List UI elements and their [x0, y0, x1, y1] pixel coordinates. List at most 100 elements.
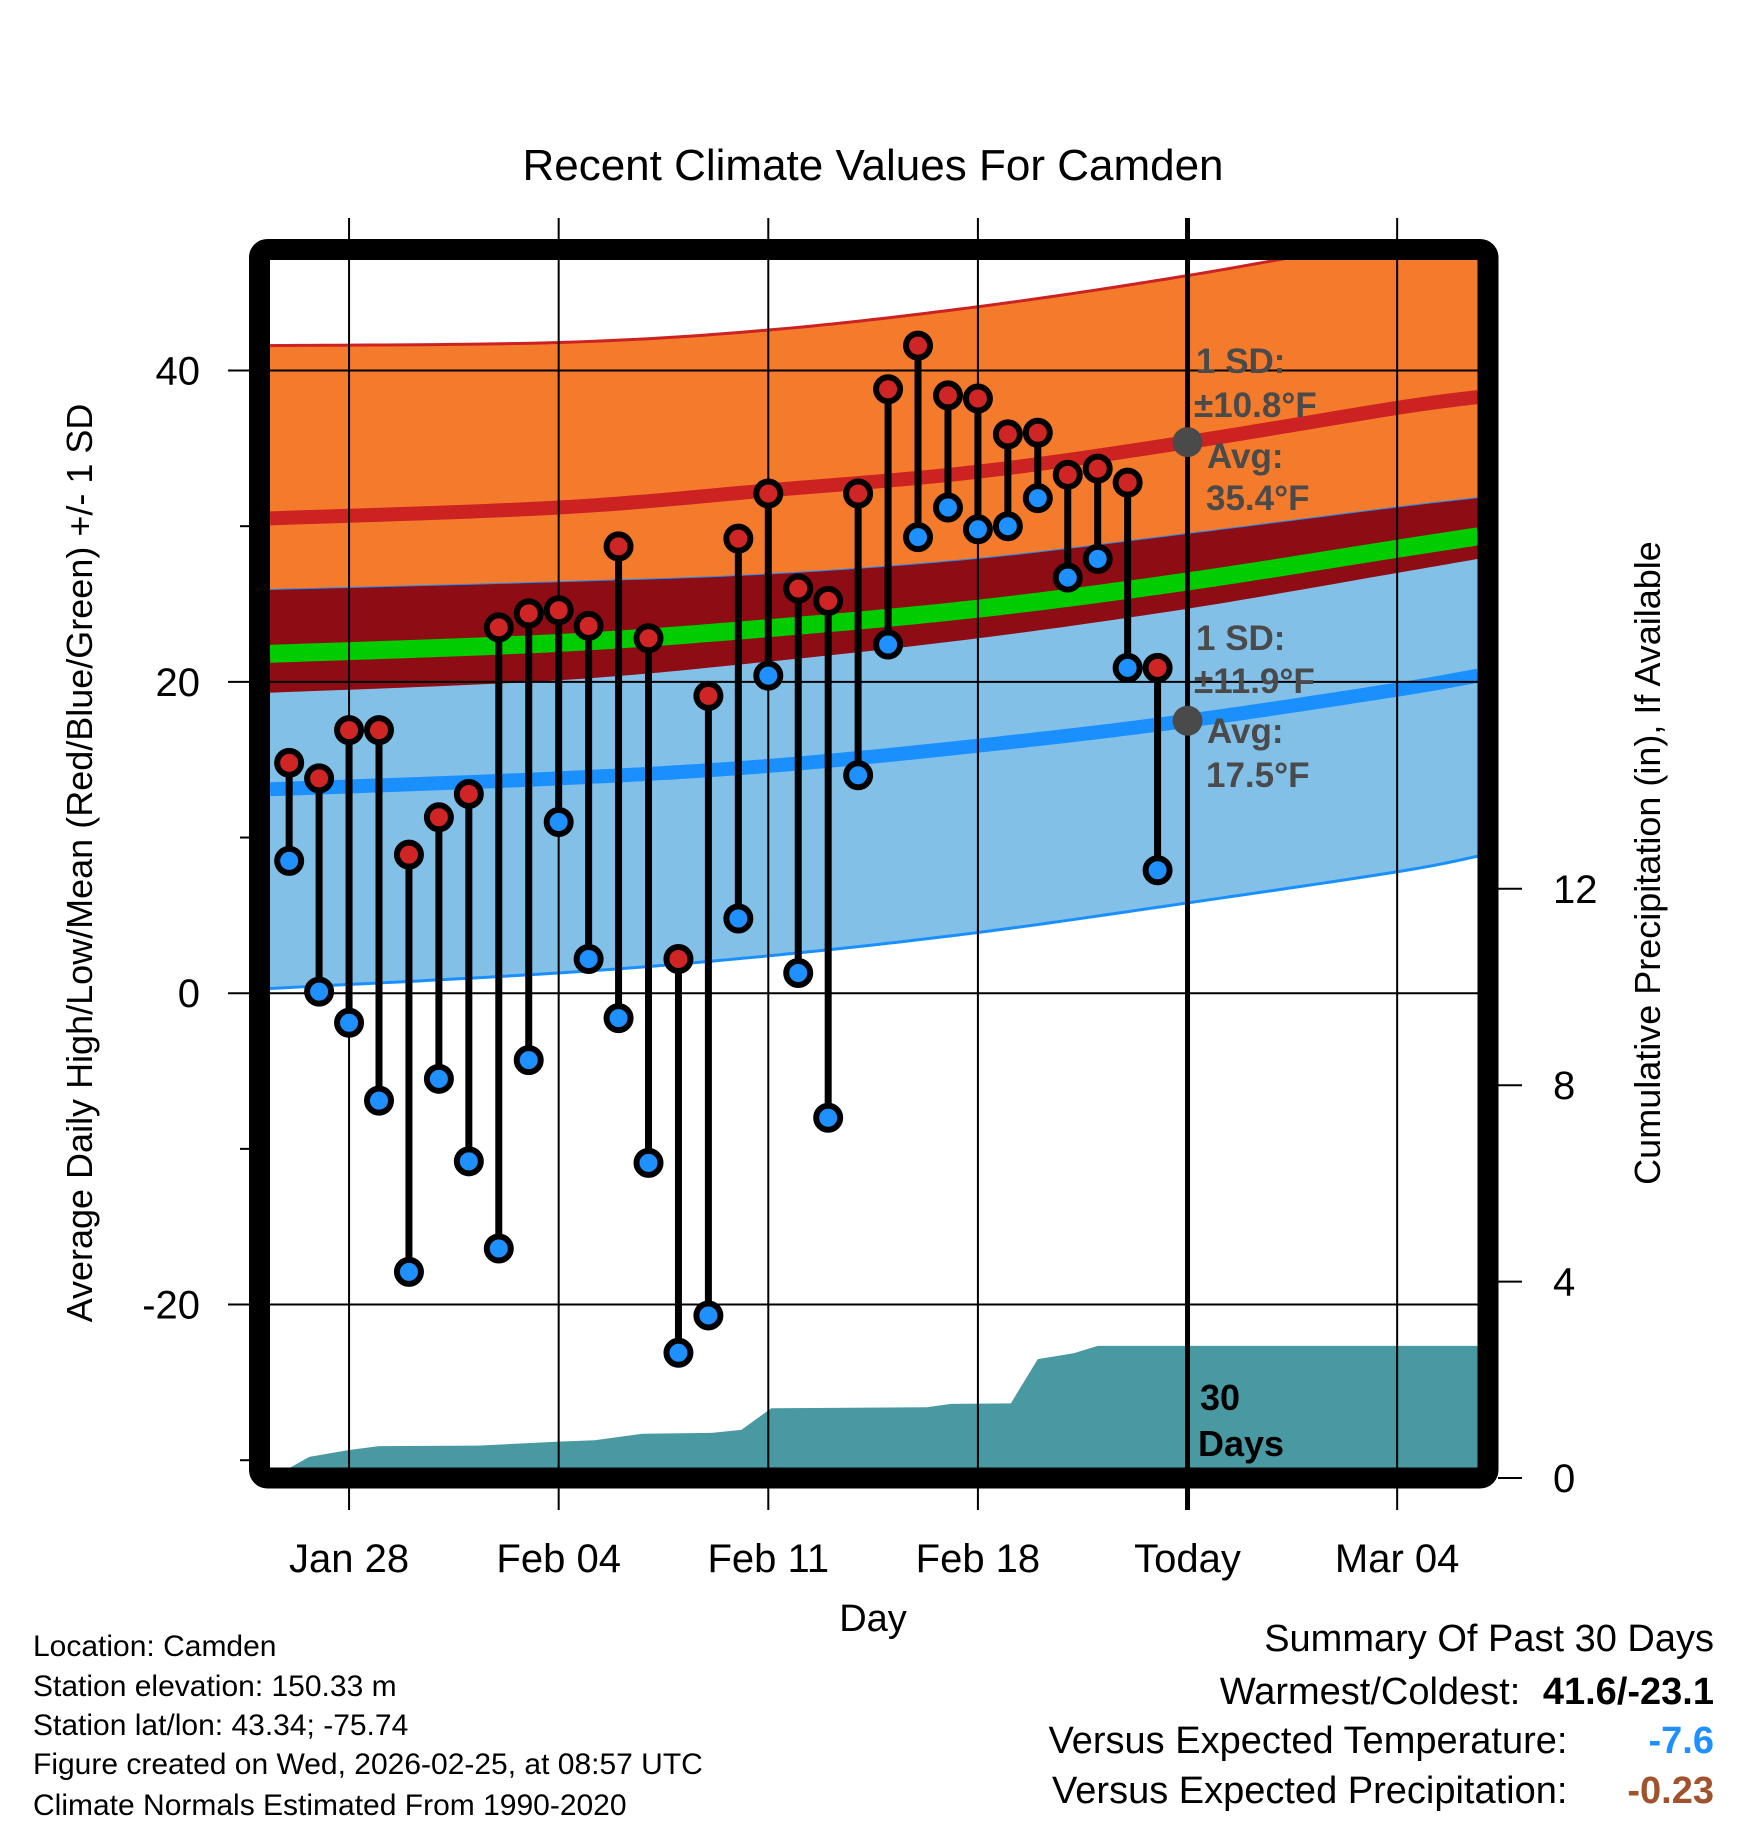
daily-low-point [393, 1256, 424, 1287]
y-tick-label: 40 [156, 350, 201, 394]
daily-high-point [1112, 467, 1143, 498]
plot-area [270, 260, 1478, 1468]
daily-high-point [813, 585, 844, 616]
daily-low-point [364, 1085, 395, 1116]
daily-low-point [813, 1102, 844, 1133]
y-axis-label: Average Daily High/Low/Mean (Red/Blue/Gr… [59, 404, 100, 1323]
window-days-number: 30 [1200, 1377, 1240, 1418]
daily-high-point [932, 380, 963, 411]
daily-high-point [1082, 453, 1113, 484]
y2-axis-label: Cumulative Precipitation (in), If Availa… [1627, 541, 1668, 1185]
daily-high-point [573, 610, 604, 641]
daily-high-point [633, 623, 664, 654]
daily-low-point [334, 1007, 365, 1038]
y-tick-label: -20 [142, 1284, 200, 1328]
summary-precip-value: -0.23 [1627, 1770, 1714, 1812]
x-tick-label: Today [1134, 1537, 1241, 1581]
x-axis-label: Day [839, 1598, 907, 1640]
footer-normals: Climate Normals Estimated From 1990-2020 [33, 1789, 627, 1822]
daily-high-point [393, 839, 424, 870]
summary-precip: Versus Expected Precipitation: -0.23 [1052, 1772, 1714, 1810]
low-avg-value: 17.5°F [1206, 756, 1310, 795]
daily-low-point [962, 514, 993, 545]
daily-low-point [843, 760, 874, 791]
daily-low-point [932, 492, 963, 523]
x-tick-label: Mar 04 [1335, 1537, 1460, 1581]
daily-low-point [453, 1146, 484, 1177]
footer-elevation: Station elevation: 150.33 m [33, 1670, 397, 1703]
summary-warmest: Warmest/Coldest: 41.6/-23.1 [1220, 1673, 1714, 1711]
high-sd-value: ±10.8°F [1194, 386, 1317, 425]
x-tick-label: Jan 28 [289, 1537, 409, 1581]
daily-low-point [633, 1147, 664, 1178]
daily-high-point [992, 419, 1023, 450]
daily-low-point [1112, 652, 1143, 683]
chart-title: Recent Climate Values For Camden [522, 141, 1223, 190]
daily-low-point [483, 1233, 514, 1264]
daily-high-point [693, 680, 724, 711]
high-avg-label: Avg: [1207, 437, 1283, 476]
high-avg-value: 35.4°F [1206, 479, 1310, 518]
daily-high-point [543, 595, 574, 626]
daily-high-point [873, 374, 904, 405]
daily-high-point [453, 778, 484, 809]
y2-tick-label: 12 [1553, 868, 1598, 912]
footer-created: Figure created on Wed, 2026-02-25, at 08… [33, 1748, 703, 1781]
daily-high-point [723, 523, 754, 554]
daily-low-point [783, 957, 814, 988]
summary-temp-label: Versus Expected Temperature: [1048, 1720, 1568, 1762]
daily-high-point [903, 330, 934, 361]
daily-low-point [1142, 855, 1173, 886]
daily-low-point [723, 903, 754, 934]
daily-high-point [364, 715, 395, 746]
daily-low-point [274, 845, 305, 876]
x-tick-label: Feb 04 [496, 1537, 621, 1581]
daily-high-point [423, 802, 454, 833]
low-sd-value: ±11.9°F [1194, 662, 1315, 701]
daily-high-point [1052, 459, 1083, 490]
y-tick-label: 0 [178, 972, 200, 1016]
low-sd-label: 1 SD: [1196, 619, 1285, 658]
summary-warmest-value: 41.6/-23.1 [1542, 1671, 1714, 1713]
daily-low-point [603, 1003, 634, 1034]
daily-low-point [753, 660, 784, 691]
daily-high-point [603, 531, 634, 562]
daily-low-point [873, 629, 904, 660]
daily-low-point [304, 976, 335, 1007]
x-tick-label: Feb 18 [916, 1537, 1041, 1581]
daily-low-point [1082, 543, 1113, 574]
summary-warmest-label: Warmest/Coldest: [1219, 1671, 1521, 1713]
daily-low-point [903, 522, 934, 553]
daily-low-point [573, 943, 604, 974]
y2-tick-label: 8 [1553, 1064, 1575, 1108]
today-low-avg-marker [1172, 705, 1203, 736]
daily-high-point [274, 747, 305, 778]
daily-low-point [513, 1045, 544, 1076]
daily-high-point [334, 715, 365, 746]
high-sd-label: 1 SD: [1196, 342, 1285, 381]
daily-low-point [1022, 483, 1053, 514]
window-days-unit: Days [1198, 1423, 1284, 1464]
y2-tick-label: 4 [1553, 1261, 1575, 1305]
daily-high-point [1142, 652, 1173, 683]
summary-title: Summary Of Past 30 Days [1264, 1618, 1714, 1660]
daily-high-point [783, 573, 814, 604]
daily-high-point [962, 383, 993, 414]
cumulative-precip-area [289, 1345, 1478, 1468]
summary-temp: Versus Expected Temperature: -7.6 [1049, 1722, 1714, 1760]
daily-low-point [423, 1063, 454, 1094]
daily-low-point [1052, 562, 1083, 593]
daily-high-point [1022, 417, 1053, 448]
daily-low-point [663, 1337, 694, 1368]
daily-low-point [992, 511, 1023, 542]
daily-high-point [663, 943, 694, 974]
plot-frame [249, 239, 1499, 1489]
normals-annotations: 1 SD: ±10.8°F Avg: 35.4°F 1 SD: ±11.9°F … [1194, 342, 1317, 1464]
daily-high-point [483, 612, 514, 643]
summary-precip-label: Versus Expected Precipitation: [1052, 1770, 1568, 1812]
daily-high-point [513, 598, 544, 629]
today-high-avg-marker [1172, 427, 1203, 458]
daily-high-point [304, 763, 335, 794]
